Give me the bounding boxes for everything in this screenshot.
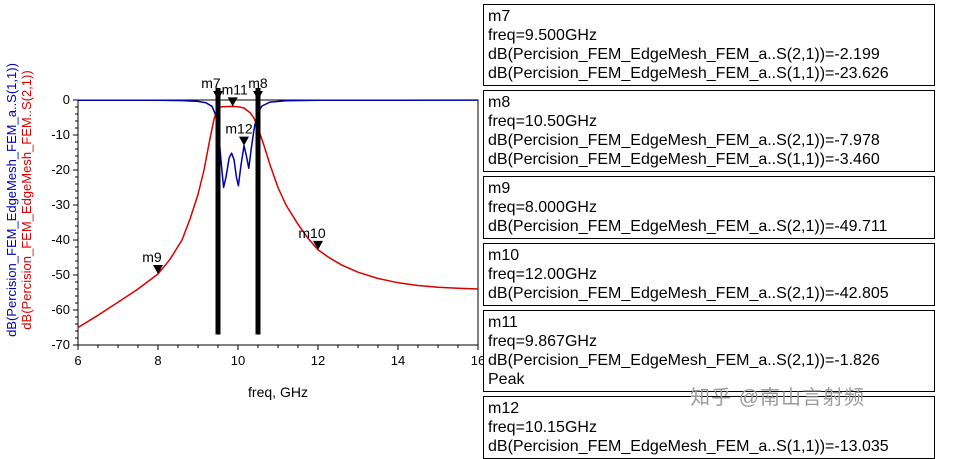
marker-readout-m11: m11 freq=9.867GHz dB(Percision_FEM_EdgeM… xyxy=(483,310,935,392)
svg-text:10: 10 xyxy=(231,353,245,368)
marker-line: dB(Percision_FEM_EdgeMesh_FEM_a..S(2,1))… xyxy=(488,218,888,235)
marker-line: Peak xyxy=(488,371,525,388)
marker-line: freq=10.50GHz xyxy=(488,113,597,130)
marker-line: freq=10.15GHz xyxy=(488,419,597,436)
svg-text:m11: m11 xyxy=(222,81,248,97)
marker-line: dB(Percision_FEM_EdgeMesh_FEM_a..S(1,1))… xyxy=(488,65,889,82)
marker-line: freq=8.000GHz xyxy=(488,199,597,216)
svg-text:m8: m8 xyxy=(248,75,268,91)
svg-text:-70: -70 xyxy=(51,337,70,352)
svg-text:-20: -20 xyxy=(51,162,70,177)
svg-text:-40: -40 xyxy=(51,232,70,247)
marker-readout-m10: m10 freq=12.00GHz dB(Percision_FEM_EdgeM… xyxy=(483,243,935,306)
marker-name: m7 xyxy=(488,8,511,25)
marker-line: dB(Percision_FEM_EdgeMesh_FEM_a..S(1,1))… xyxy=(488,438,889,455)
svg-text:m9: m9 xyxy=(142,249,162,265)
marker-line: dB(Percision_FEM_EdgeMesh_FEM_a..S(2,1))… xyxy=(488,285,889,302)
marker-line: dB(Percision_FEM_EdgeMesh_FEM_a..S(2,1))… xyxy=(488,132,880,149)
svg-text:16: 16 xyxy=(471,353,483,368)
sparameter-plot: dB(Percision_FEM_EdgeMesh_FEM_a..S(1,1))… xyxy=(4,63,483,400)
marker-readout-m8: m8 freq=10.50GHz dB(Percision_FEM_EdgeMe… xyxy=(483,90,935,172)
svg-text:-10: -10 xyxy=(51,127,70,142)
marker-line: freq=9.500GHz xyxy=(488,27,597,44)
svg-text:m7: m7 xyxy=(201,75,221,91)
svg-text:14: 14 xyxy=(391,353,405,368)
marker-name: m9 xyxy=(488,180,511,197)
marker-name: m8 xyxy=(488,94,511,111)
svg-text:-60: -60 xyxy=(51,302,70,317)
marker-line: freq=12.00GHz xyxy=(488,266,597,283)
svg-text:m10: m10 xyxy=(298,225,325,241)
svg-text:6: 6 xyxy=(74,353,81,368)
svg-text:8: 8 xyxy=(154,353,161,368)
marker-name: m10 xyxy=(488,247,520,264)
svg-text:-50: -50 xyxy=(51,267,70,282)
svg-text:-30: -30 xyxy=(51,197,70,212)
marker-readout-m7: m7 freq=9.500GHz dB(Percision_FEM_EdgeMe… xyxy=(483,4,935,86)
svg-text:12: 12 xyxy=(311,353,325,368)
plot-canvas: 6 8 10 12 14 16 0 -10 -20 -30 -40 -50 -60 -70 m7 m11 m8 m… xyxy=(51,75,483,368)
marker-readout-m9: m9 freq=8.000GHz dB(Percision_FEM_EdgeMe… xyxy=(483,176,935,239)
svg-text:m12: m12 xyxy=(225,121,252,137)
svg-text:0: 0 xyxy=(63,92,70,107)
y-axis-label-s21: dB(Percision_FEM_EdgeMesh_FEM..S(2,1)) xyxy=(19,70,34,329)
zhihu-watermark: 知乎 @南山言射频 xyxy=(690,387,865,409)
sparameter-plot-region: dB(Percision_FEM_EdgeMesh_FEM_a..S(1,1))… xyxy=(0,0,483,442)
marker-line: dB(Percision_FEM_EdgeMesh_FEM_a..S(1,1))… xyxy=(488,151,880,168)
marker-line: dB(Percision_FEM_EdgeMesh_FEM_a..S(2,1))… xyxy=(488,352,880,369)
y-axis-label-s11: dB(Percision_FEM_EdgeMesh_FEM_a..S(1,1)) xyxy=(4,63,19,337)
x-axis-label: freq, GHz xyxy=(248,384,308,400)
marker-name: m11 xyxy=(488,314,518,331)
marker-name: m12 xyxy=(488,400,520,417)
marker-line: dB(Percision_FEM_EdgeMesh_FEM_a..S(2,1))… xyxy=(488,46,880,63)
marker-line: freq=9.867GHz xyxy=(488,333,597,350)
